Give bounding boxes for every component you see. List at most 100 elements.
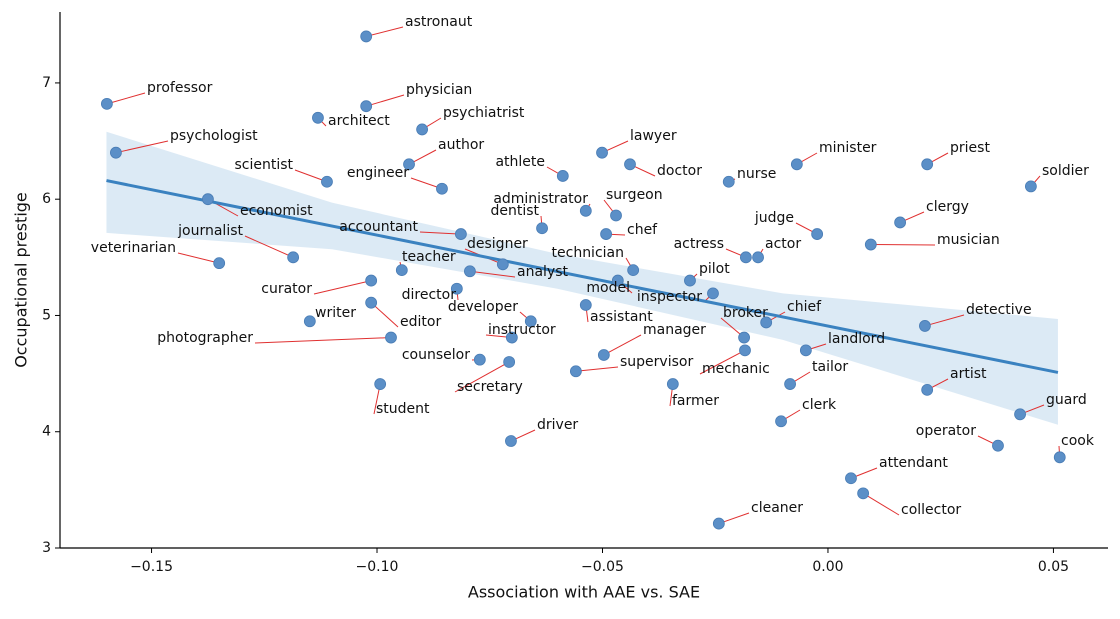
x-tick-label: −0.10 (356, 559, 399, 575)
point-label: lawyer (630, 128, 677, 144)
point-label: artist (950, 366, 987, 382)
point (791, 159, 802, 170)
point (1054, 452, 1065, 463)
y-tick-label: 5 (42, 307, 51, 323)
point (723, 176, 734, 187)
point (753, 252, 764, 263)
point (785, 379, 796, 390)
point (474, 354, 485, 365)
leader-line (863, 493, 899, 515)
point (202, 194, 213, 205)
point (1025, 181, 1036, 192)
leader-line (604, 335, 641, 355)
point-label: operator (916, 423, 976, 439)
x-tick-label: 0.00 (812, 559, 843, 575)
point-label: astronaut (405, 14, 473, 30)
point-label: secretary (457, 379, 523, 395)
point (865, 239, 876, 250)
point (598, 349, 609, 360)
point-label: author (438, 137, 484, 153)
point (776, 416, 787, 427)
point-label: psychologist (170, 128, 258, 144)
x-tick-label: −0.15 (130, 559, 173, 575)
point-label: driver (537, 417, 578, 433)
point (464, 266, 475, 277)
point (707, 288, 718, 299)
point-label: detective (966, 302, 1032, 318)
point-label: veterinarian (91, 240, 176, 256)
point-label: clergy (926, 199, 969, 215)
point-label: landlord (828, 331, 885, 347)
point-label: doctor (657, 163, 702, 179)
leader-line (314, 281, 371, 294)
point-label: engineer (347, 165, 409, 181)
point (1015, 409, 1026, 420)
point-label: surgeon (606, 187, 663, 203)
y-tick-label: 7 (42, 75, 51, 91)
point (667, 379, 678, 390)
point-label: analyst (517, 264, 569, 280)
point-label: minister (819, 140, 877, 156)
point-label: attendant (879, 455, 948, 471)
point (739, 345, 750, 356)
point-label: nurse (737, 166, 776, 182)
y-tick-label: 3 (42, 540, 51, 556)
point (366, 297, 377, 308)
point-label: priest (950, 140, 990, 156)
point-label: psychiatrist (443, 105, 525, 121)
leader-line (366, 95, 404, 106)
point-label: writer (315, 305, 356, 321)
point-label: musician (937, 232, 1000, 248)
point (713, 518, 724, 529)
point (992, 440, 1003, 451)
point-label: tailor (812, 359, 848, 375)
point (537, 223, 548, 234)
point-label: physician (406, 82, 472, 98)
leader-line (576, 367, 618, 371)
point (895, 217, 906, 228)
point (624, 159, 635, 170)
point (739, 332, 750, 343)
point (455, 229, 466, 240)
point (110, 147, 121, 158)
point (321, 176, 332, 187)
point-label: actress (674, 236, 724, 252)
y-tick-label: 6 (42, 191, 51, 207)
point-label: mechanic (702, 361, 770, 377)
point-label: collector (901, 502, 961, 518)
point (436, 183, 447, 194)
point-label: teacher (402, 249, 456, 265)
point (922, 159, 933, 170)
point (417, 124, 428, 135)
point-label: economist (240, 203, 313, 219)
point (497, 259, 508, 270)
point-label: manager (643, 322, 706, 338)
point (628, 265, 639, 276)
point-label: instructor (488, 322, 556, 338)
point-label: guard (1046, 392, 1087, 408)
point (845, 473, 856, 484)
point-label: supervisor (620, 354, 693, 370)
x-tick-label: −0.05 (581, 559, 624, 575)
point (740, 252, 751, 263)
point (304, 316, 315, 327)
point (385, 332, 396, 343)
point-label: chief (787, 299, 822, 315)
point (800, 345, 811, 356)
point-label: designer (467, 236, 528, 252)
point-label: judge (754, 210, 794, 226)
x-tick-label: 0.05 (1038, 559, 1069, 575)
point-label: journalist (177, 223, 243, 239)
point (361, 31, 372, 42)
point-label: clerk (802, 397, 837, 413)
point (570, 366, 581, 377)
point-label: scientist (234, 157, 293, 173)
point-label: curator (261, 281, 312, 297)
point-label: accountant (339, 219, 418, 235)
point-label: technician (552, 245, 624, 261)
point (361, 101, 372, 112)
point (366, 275, 377, 286)
point-label: chef (627, 222, 658, 238)
point-label: professor (147, 80, 213, 96)
